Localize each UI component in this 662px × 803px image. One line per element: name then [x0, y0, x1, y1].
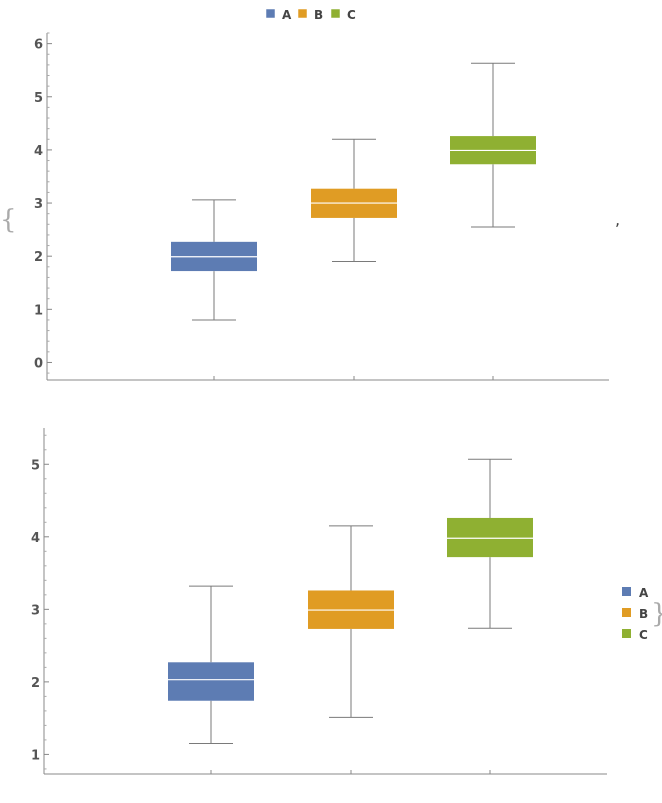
legend-swatch-a — [265, 8, 276, 19]
y-tick-label: 0 — [34, 356, 43, 371]
box-chart-top: 0 1 2 3 4 5 6 A B C — [34, 8, 609, 381]
box-group-c — [447, 458, 533, 629]
box-group-a — [171, 199, 257, 321]
y-tick-label: 4 — [31, 531, 40, 546]
box-group-b — [311, 138, 397, 262]
box-chart-bottom: 1 2 3 4 5 ABC — [31, 428, 649, 775]
y-tick-label: 5 — [34, 91, 43, 106]
y-tick-label: 2 — [31, 676, 40, 691]
box-group-b — [308, 525, 394, 718]
y-tick-label: 1 — [34, 303, 43, 318]
list-close-brace: } — [651, 599, 662, 629]
legend-label-c: C — [347, 8, 356, 22]
legend-label-a: A — [639, 586, 649, 600]
y-tick-label: 3 — [31, 603, 40, 618]
list-separator-comma: , — [615, 210, 620, 229]
box-group-c — [450, 62, 536, 228]
legend: A B C — [265, 8, 356, 22]
legend-swatch-c — [622, 629, 631, 638]
y-tick-label: 2 — [34, 250, 43, 265]
legend: ABC — [622, 586, 649, 642]
legend-swatch-c — [330, 8, 341, 19]
legend-label-c: C — [639, 628, 648, 642]
legend-label-a: A — [282, 8, 292, 22]
y-tick-label: 3 — [34, 197, 43, 212]
legend-swatch-a — [622, 587, 631, 596]
legend-swatch-b — [622, 608, 631, 617]
y-tick-label: 1 — [31, 748, 40, 763]
y-tick-label: 4 — [34, 144, 43, 159]
legend-swatch-b — [297, 8, 308, 19]
legend-label-b: B — [639, 607, 648, 621]
box-iqr — [168, 662, 254, 701]
y-tick-label: 6 — [34, 38, 43, 53]
legend-label-b: B — [314, 8, 323, 22]
box-group-a — [168, 585, 254, 745]
y-tick-label: 5 — [31, 458, 40, 473]
box-iqr — [447, 517, 533, 558]
list-open-brace: { — [0, 205, 17, 235]
